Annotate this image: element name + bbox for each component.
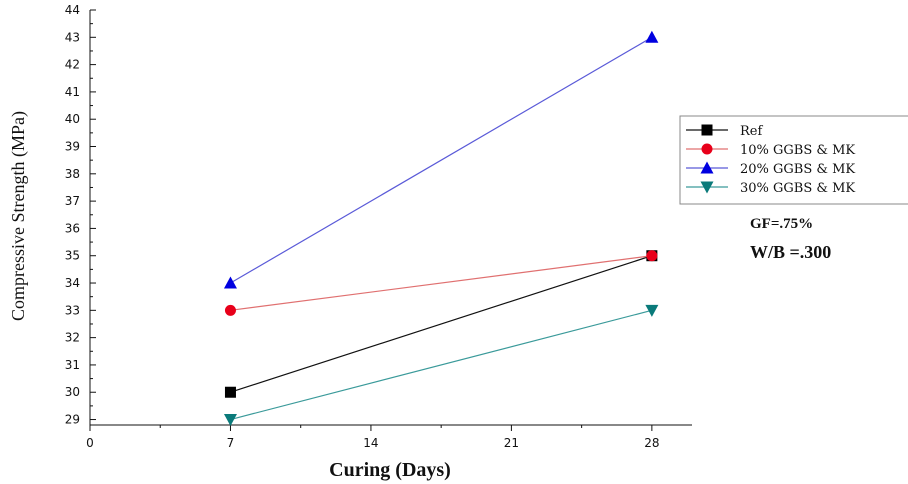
y-tick-label-29: 29 <box>65 413 80 427</box>
series-line-0 <box>230 255 653 393</box>
legend-item-2: 20% GGBS & MK <box>686 161 855 177</box>
series-0 <box>224 250 658 398</box>
legend-marker <box>700 181 714 194</box>
y-tick-label-38: 38 <box>65 167 80 181</box>
data-point <box>223 414 237 427</box>
x-tick-label-14: 14 <box>363 436 378 450</box>
y-tick-label-40: 40 <box>65 112 80 126</box>
data-point <box>645 304 659 317</box>
legend-label-3: 30% GGBS & MK <box>740 181 855 196</box>
data-point <box>223 276 237 289</box>
annotation-wb: W/B =.300 <box>750 242 831 262</box>
y-tick-label-35: 35 <box>65 249 80 263</box>
y-tick-label-31: 31 <box>65 358 80 372</box>
series-line-1 <box>230 255 652 311</box>
y-tick-label-32: 32 <box>65 331 80 345</box>
legend-item-0: Ref <box>686 124 763 139</box>
series-2 <box>223 30 659 289</box>
y-tick-label-42: 42 <box>65 58 80 72</box>
y-tick-label-44: 44 <box>65 3 80 17</box>
series-line-2 <box>230 36 653 284</box>
legend-marker <box>701 143 713 155</box>
legend-item-1: 10% GGBS & MK <box>686 143 855 158</box>
data-point <box>224 386 236 398</box>
series-3 <box>223 304 659 427</box>
y-tick-label-43: 43 <box>65 30 80 44</box>
data-point <box>224 304 236 316</box>
legend: Ref 10% GGBS & MK 20% GGBS & MK 30% GGBS & … <box>679 115 908 205</box>
y-tick-label-34: 34 <box>65 276 80 290</box>
legend-label-0: Ref <box>740 124 763 139</box>
legend-label-2: 20% GGBS & MK <box>740 162 855 177</box>
x-tick-label-21: 21 <box>504 436 519 450</box>
x-axis-title: Curing (Days) <box>329 459 451 481</box>
legend-item-3: 30% GGBS & MK <box>686 181 855 196</box>
y-tick-label-37: 37 <box>65 194 80 208</box>
legend-marker <box>700 161 714 174</box>
legend-label-1: 10% GGBS & MK <box>740 143 855 158</box>
legend-marker <box>701 124 713 136</box>
x-tick-label-28: 28 <box>644 436 659 450</box>
x-tick-label-0: 0 <box>86 436 94 450</box>
y-tick-label-36: 36 <box>65 221 80 235</box>
data-point <box>645 30 659 43</box>
x-tick-label-7: 7 <box>227 436 235 450</box>
y-tick-label-41: 41 <box>65 85 80 99</box>
annotation-gf: GF=.75% <box>750 216 813 232</box>
series-layer <box>223 30 659 427</box>
y-axis: 29 30 31 32 33 34 35 36 37 38 39 40 41 42 43 44 <box>65 3 96 427</box>
y-tick-label-33: 33 <box>65 303 80 317</box>
y-tick-label-39: 39 <box>65 140 80 154</box>
x-axis: 0 7 14 21 28 <box>86 424 692 450</box>
y-tick-label-30: 30 <box>65 385 80 399</box>
series-1 <box>224 250 658 316</box>
data-point <box>646 250 658 262</box>
y-axis-title: Compressive Strength (MPa) <box>8 111 29 321</box>
series-line-3 <box>230 309 653 421</box>
legend-frame <box>679 115 908 205</box>
